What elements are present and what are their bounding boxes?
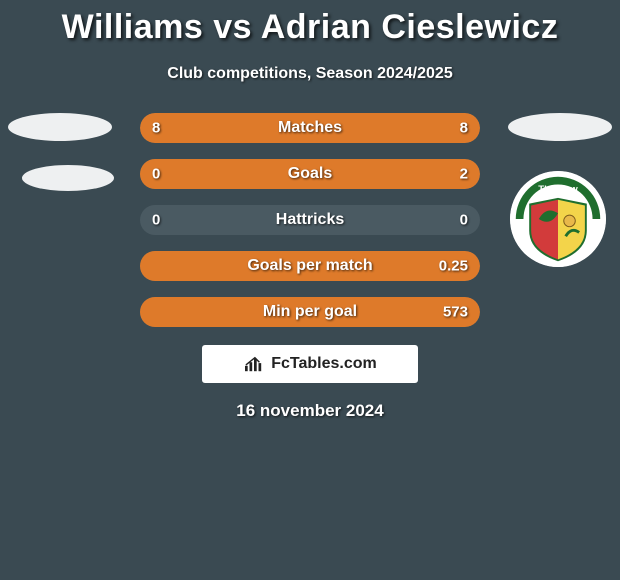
right-player-marks [502, 113, 612, 165]
club-badge-svg: The New [510, 171, 606, 267]
bar-chart-icon [243, 355, 265, 373]
stat-label: Min per goal [263, 303, 357, 321]
stat-bar: 0 Hattricks 0 [140, 205, 480, 235]
stat-value-left: 0 [152, 212, 160, 229]
player-oval [508, 113, 612, 141]
left-player-marks [8, 113, 118, 215]
stat-value-left: 0 [152, 166, 160, 183]
stat-bar: 0 Goals 2 [140, 159, 480, 189]
badge-top-text: The New [538, 184, 578, 195]
stat-bars: 8 Matches 8 0 Goals 2 0 Hattricks 0 Goals per mat… [140, 113, 480, 327]
stat-label: Matches [278, 119, 342, 137]
stat-value-right: 0.25 [439, 258, 468, 275]
stat-value-right: 0 [460, 212, 468, 229]
page-title: Williams vs Adrian Cieslewicz [0, 0, 620, 47]
stat-value-right: 2 [460, 166, 468, 183]
player-oval [22, 165, 114, 191]
subtitle: Club competitions, Season 2024/2025 [0, 65, 620, 83]
branding-box: FcTables.com [202, 345, 418, 383]
stat-value-right: 573 [443, 304, 468, 321]
stat-label: Goals [288, 165, 332, 183]
stat-bar: Min per goal 573 [140, 297, 480, 327]
branding-text: FcTables.com [271, 355, 377, 373]
stat-value-left: 8 [152, 120, 160, 137]
stat-label: Goals per match [247, 257, 372, 275]
comparison-panel: The New 8 Matches 8 0 Goals 2 0 Hattricks 0 Goals… [0, 113, 620, 421]
stat-label: Hattricks [276, 211, 344, 229]
club-badge: The New [510, 171, 606, 267]
stat-value-right: 8 [460, 120, 468, 137]
stat-bar: 8 Matches 8 [140, 113, 480, 143]
player-oval [8, 113, 112, 141]
stat-bar: Goals per match 0.25 [140, 251, 480, 281]
date-text: 16 november 2024 [0, 401, 620, 421]
